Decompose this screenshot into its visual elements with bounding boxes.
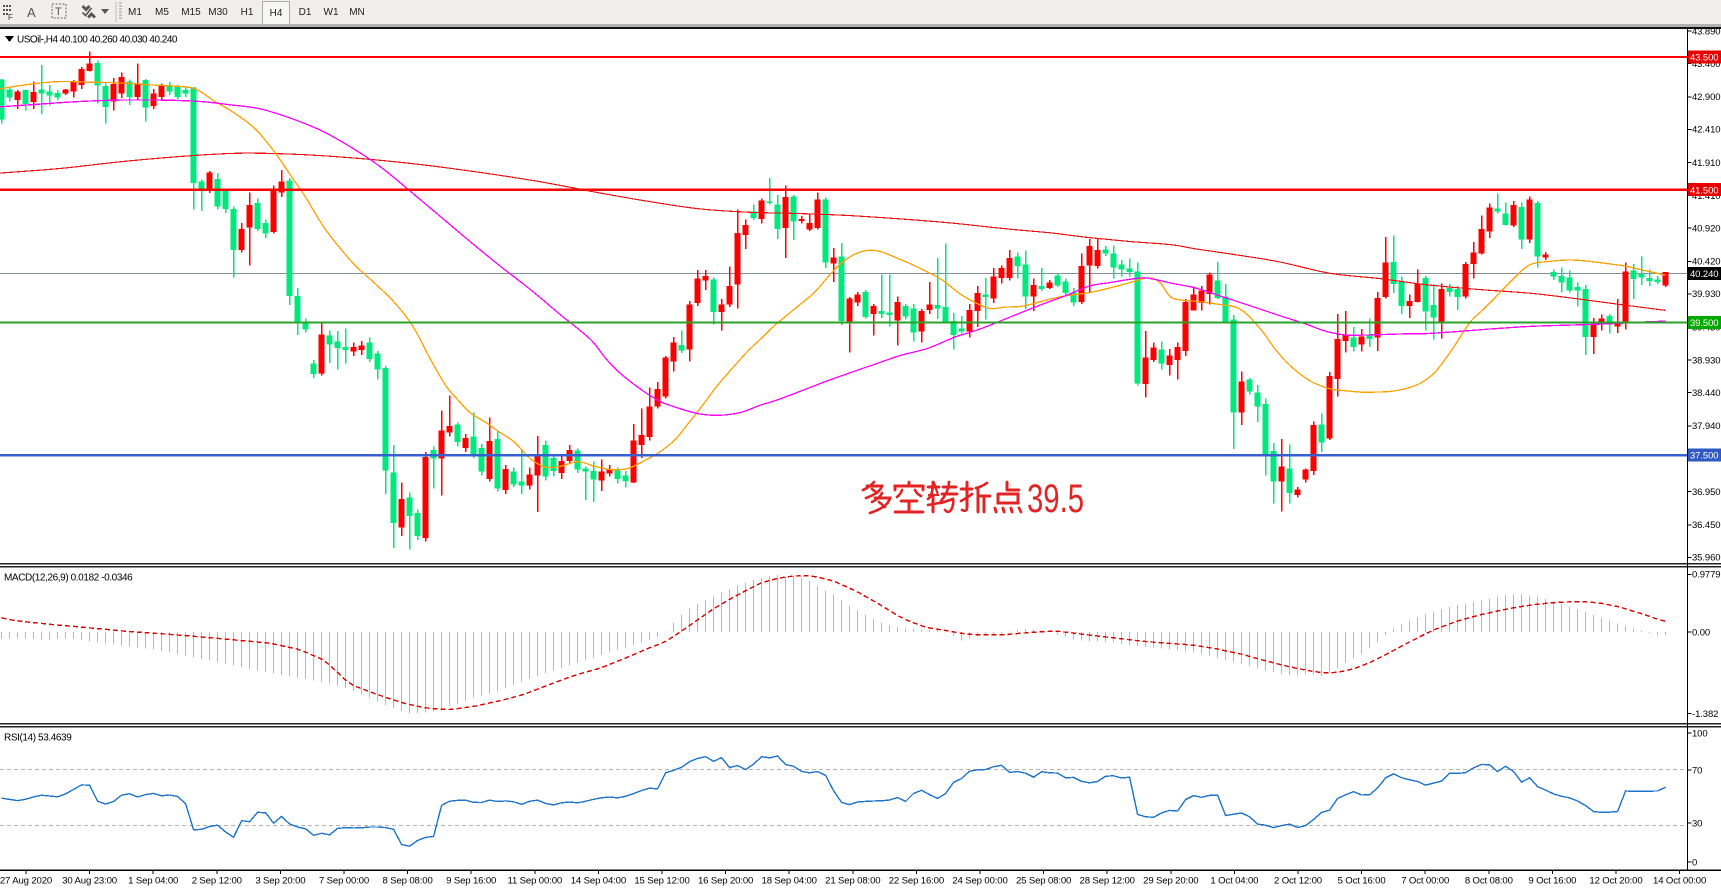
svg-text:8 Sep 08:00: 8 Sep 08:00 <box>383 876 433 887</box>
svg-text:70: 70 <box>1692 765 1702 776</box>
svg-text:1 Oct 04:00: 1 Oct 04:00 <box>1210 876 1258 887</box>
svg-text:-1.382: -1.382 <box>1692 709 1718 720</box>
svg-text:30: 30 <box>1692 818 1702 829</box>
svg-text:39.500: 39.500 <box>1690 318 1718 329</box>
svg-text:2 Oct 12:00: 2 Oct 12:00 <box>1274 876 1322 887</box>
svg-text:41.500: 41.500 <box>1690 185 1718 196</box>
svg-text:7 Oct 00:00: 7 Oct 00:00 <box>1401 876 1449 887</box>
svg-text:5 Oct 16:00: 5 Oct 16:00 <box>1338 876 1386 887</box>
svg-text:15 Sep 12:00: 15 Sep 12:00 <box>634 876 689 887</box>
svg-text:9 Oct 16:00: 9 Oct 16:00 <box>1528 876 1576 887</box>
svg-text:35.960: 35.960 <box>1692 553 1720 564</box>
svg-text:0.9779: 0.9779 <box>1692 570 1720 581</box>
svg-text:36.450: 36.450 <box>1692 520 1720 531</box>
svg-text:11 Sep 00:00: 11 Sep 00:00 <box>508 876 563 887</box>
svg-text:F: F <box>8 13 13 22</box>
svg-text:39.930: 39.930 <box>1692 289 1720 300</box>
svg-text:42.900: 42.900 <box>1692 92 1720 103</box>
svg-text:1 Sep 04:00: 1 Sep 04:00 <box>128 876 178 887</box>
svg-text:38.440: 38.440 <box>1692 388 1720 399</box>
svg-text:43.400: 43.400 <box>1692 59 1720 70</box>
svg-text:18 Sep 04:00: 18 Sep 04:00 <box>762 876 817 887</box>
svg-text:8 Oct 08:00: 8 Oct 08:00 <box>1465 876 1513 887</box>
svg-text:0: 0 <box>1692 857 1697 868</box>
svg-text:USOil-,H4 40.100 40.260 40.03: USOil-,H4 40.100 40.260 40.030 40.240 <box>17 35 178 46</box>
svg-text:28 Sep 12:00: 28 Sep 12:00 <box>1080 876 1135 887</box>
svg-text:9 Sep 16:00: 9 Sep 16:00 <box>446 876 496 887</box>
svg-text:40.420: 40.420 <box>1692 257 1720 268</box>
svg-text:40.920: 40.920 <box>1692 224 1720 235</box>
svg-text:14 Oct 00:00: 14 Oct 00:00 <box>1653 876 1706 887</box>
svg-text:40.240: 40.240 <box>1690 269 1718 280</box>
svg-text:43.890: 43.890 <box>1692 26 1720 37</box>
svg-text:25 Sep 08:00: 25 Sep 08:00 <box>1016 876 1071 887</box>
svg-text:21 Sep 08:00: 21 Sep 08:00 <box>825 876 880 887</box>
svg-text:27 Aug 2020: 27 Aug 2020 <box>0 876 52 887</box>
svg-text:42.410: 42.410 <box>1692 125 1720 136</box>
svg-text:3 Sep 20:00: 3 Sep 20:00 <box>255 876 305 887</box>
svg-text:41.910: 41.910 <box>1692 158 1720 169</box>
svg-text:37.940: 37.940 <box>1692 421 1720 432</box>
svg-text:100: 100 <box>1692 728 1708 739</box>
svg-text:38.930: 38.930 <box>1692 356 1720 367</box>
svg-text:MACD(12,26,9) 0.0182 -0.0346: MACD(12,26,9) 0.0182 -0.0346 <box>4 573 133 584</box>
svg-text:7 Sep 00:00: 7 Sep 00:00 <box>319 876 369 887</box>
svg-text:16 Sep 20:00: 16 Sep 20:00 <box>698 876 753 887</box>
svg-text:12 Oct 20:00: 12 Oct 20:00 <box>1589 876 1642 887</box>
svg-text:37.500: 37.500 <box>1690 451 1718 462</box>
svg-text:30 Aug 23:00: 30 Aug 23:00 <box>62 876 117 887</box>
svg-text:A: A <box>27 5 36 20</box>
svg-text:43.500: 43.500 <box>1690 53 1718 64</box>
svg-text:36.950: 36.950 <box>1692 487 1720 498</box>
svg-text:41.410: 41.410 <box>1692 191 1720 202</box>
svg-text:24 Sep 00:00: 24 Sep 00:00 <box>952 876 1007 887</box>
svg-text:2 Sep 12:00: 2 Sep 12:00 <box>192 876 242 887</box>
svg-text:RSI(14) 53.4639: RSI(14) 53.4639 <box>4 733 72 744</box>
svg-text:22 Sep 16:00: 22 Sep 16:00 <box>889 876 944 887</box>
svg-text:14 Sep 04:00: 14 Sep 04:00 <box>571 876 626 887</box>
svg-text:T: T <box>55 6 62 18</box>
svg-text:29 Sep 20:00: 29 Sep 20:00 <box>1143 876 1198 887</box>
svg-text:0.00: 0.00 <box>1692 627 1710 638</box>
svg-text:39.5: 39.5 <box>1027 477 1084 521</box>
